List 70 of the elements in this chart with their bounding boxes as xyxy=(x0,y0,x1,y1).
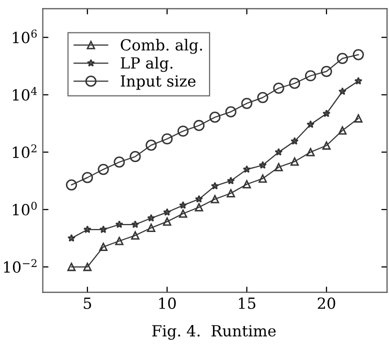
point xyxy=(147,214,156,222)
point xyxy=(130,151,141,162)
point xyxy=(83,225,92,234)
point xyxy=(273,82,284,94)
point xyxy=(131,231,140,240)
point xyxy=(241,98,252,109)
point xyxy=(225,106,236,118)
point xyxy=(193,120,205,132)
point xyxy=(209,112,220,123)
point xyxy=(242,180,251,188)
point xyxy=(114,156,125,168)
point xyxy=(115,220,124,228)
legend-label: LP alg. xyxy=(120,56,172,72)
point xyxy=(258,161,267,169)
point xyxy=(179,201,188,209)
point xyxy=(322,141,331,150)
x-tick-label: 5 xyxy=(84,298,92,310)
x-tick-label: 10 xyxy=(159,297,176,310)
point xyxy=(226,189,236,198)
point xyxy=(354,114,363,123)
point xyxy=(290,157,299,166)
point xyxy=(83,262,92,272)
point xyxy=(336,52,348,64)
point xyxy=(67,262,76,272)
point xyxy=(274,162,283,172)
point xyxy=(242,165,251,173)
point xyxy=(131,220,140,228)
point xyxy=(322,109,330,118)
point xyxy=(162,133,173,144)
point xyxy=(194,203,204,212)
point xyxy=(210,194,220,204)
point xyxy=(320,66,332,77)
point xyxy=(290,137,299,145)
point xyxy=(289,78,300,89)
y-tick-label: 10$^{6}$ xyxy=(12,30,37,44)
legend-label: Comb. alg. xyxy=(120,38,202,54)
x-tick-label: 20 xyxy=(318,297,336,310)
point xyxy=(306,148,315,156)
y-tick-label: 10$^{4}$ xyxy=(12,86,37,101)
point xyxy=(163,208,172,216)
point xyxy=(66,179,78,190)
point xyxy=(99,225,108,234)
point xyxy=(98,164,109,175)
y-tick-label: 10$^{2}$ xyxy=(12,144,36,158)
point xyxy=(162,217,172,226)
point xyxy=(306,120,315,128)
point xyxy=(354,76,362,85)
point xyxy=(194,194,203,203)
point xyxy=(257,92,268,104)
point xyxy=(146,140,157,151)
point xyxy=(178,209,188,218)
point xyxy=(304,70,316,82)
point xyxy=(82,172,93,184)
point xyxy=(99,242,108,252)
point xyxy=(258,174,267,183)
point xyxy=(274,148,283,156)
caption: Fig. 4. Runtime xyxy=(152,325,276,340)
point xyxy=(226,176,235,184)
point xyxy=(338,126,347,135)
point xyxy=(67,234,76,242)
y-tick-label: 10$^{0}$ xyxy=(12,202,37,216)
point xyxy=(147,224,156,232)
point xyxy=(352,49,364,60)
point xyxy=(210,182,219,190)
legend-label: Input size xyxy=(120,75,196,90)
point xyxy=(115,236,124,246)
point xyxy=(338,87,346,95)
point xyxy=(177,126,189,137)
x-tick-label: 15 xyxy=(238,297,256,310)
y-tick-label: 10$^{−2}$ xyxy=(4,259,36,273)
